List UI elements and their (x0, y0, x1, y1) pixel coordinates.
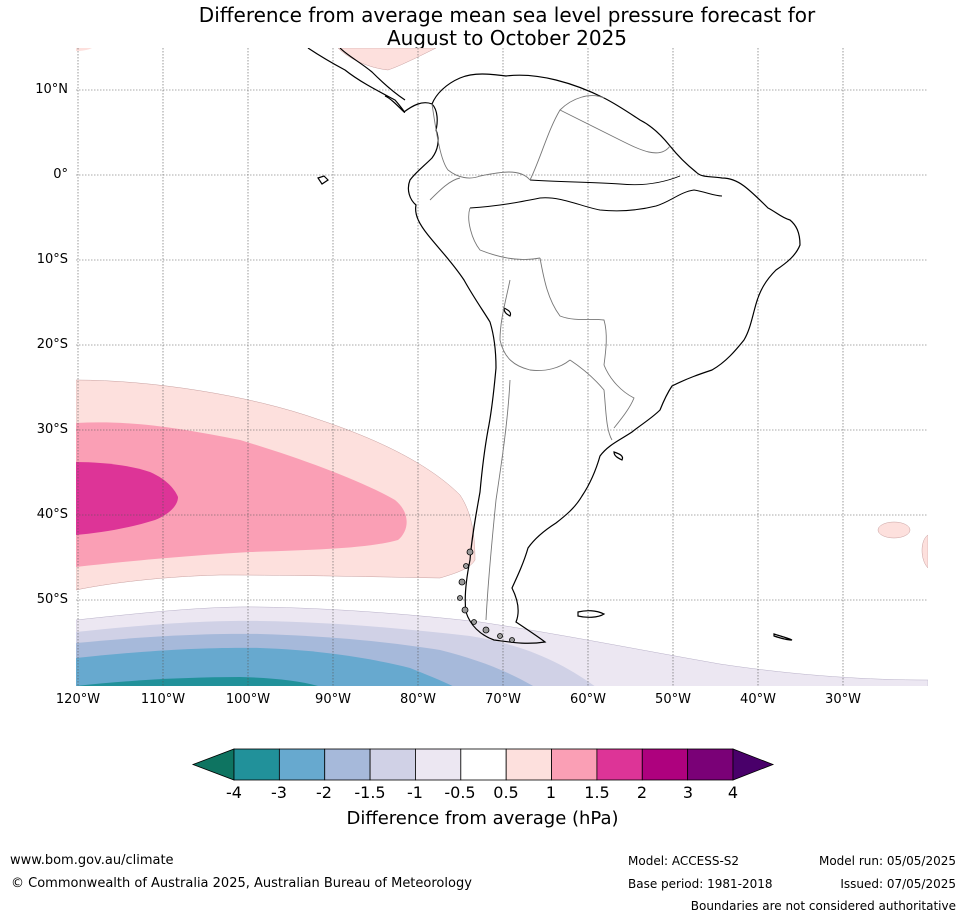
lon-label-100w: 100°W (225, 692, 271, 707)
lon-label-70w: 70°W (485, 692, 521, 707)
map-title: Difference from average mean sea level p… (0, 4, 965, 50)
lagoa-dos-patos (613, 451, 624, 461)
issued-text: Issued: 07/05/2025 (840, 877, 956, 891)
country-borders (429, 95, 671, 621)
colorbar-segment (596, 748, 643, 781)
lon-label-80w: 80°W (400, 692, 436, 707)
colorbar-tick: 4 (727, 783, 739, 802)
colorbar-tick: -1 (407, 783, 423, 802)
lon-label-60w: 60°W (570, 692, 606, 707)
colorbar-tick: 1 (545, 783, 557, 802)
lat-label-10s: 10°S (36, 252, 68, 267)
map-area (76, 48, 928, 686)
colorbar-segment (460, 748, 507, 781)
lake-titicaca (503, 307, 512, 317)
lon-label-110w: 110°W (140, 692, 186, 707)
colorbar-tick: 3 (682, 783, 694, 802)
colorbar-tick: 2 (636, 783, 648, 802)
galapagos (317, 175, 329, 185)
colorbar-segment (324, 748, 371, 781)
model-run-text: Model run: 05/05/2025 (818, 854, 956, 868)
colorbar (191, 748, 775, 781)
anomaly-plus-1p5 (76, 462, 178, 535)
colorbar-tick: -4 (226, 783, 242, 802)
lat-label-20s: 20°S (36, 337, 68, 352)
lat-label-40s: 40°S (36, 507, 68, 522)
colorbar-segment (505, 748, 552, 781)
title-line-2: August to October 2025 (386, 26, 628, 50)
colorbar-tick: 0.5 (493, 783, 519, 802)
south-georgia (773, 633, 793, 641)
anomaly-plus-0p5-caribbean (337, 48, 437, 71)
colorbar-tick: -3 (271, 783, 287, 802)
lat-label-50s: 50°S (36, 592, 68, 607)
copyright-text: © Commonwealth of Australia 2025, Austra… (11, 876, 472, 891)
falkland-islands (577, 610, 606, 618)
lon-label-90w: 90°W (315, 692, 351, 707)
colorbar-extend-high (732, 748, 775, 781)
map-frame (76, 48, 928, 686)
anomaly-plus-0p5-nw (76, 48, 92, 51)
chilean-fjords (457, 548, 515, 643)
colorbar-tick: -2 (316, 783, 332, 802)
colorbar-segment (687, 748, 734, 781)
orinoco-river (529, 175, 681, 186)
lon-label-30w: 30°W (825, 692, 861, 707)
colorbar-segment (551, 748, 598, 781)
base-period-text: Base period: 1981-2018 (628, 877, 773, 891)
coastlines (307, 48, 801, 644)
graticule (76, 48, 928, 686)
anomaly-plus-0p5-east-edge (921, 534, 928, 569)
anomaly-minus-2 (76, 647, 453, 686)
website-link[interactable]: www.bom.gov.au/climate (10, 853, 174, 868)
colorbar-segment (233, 748, 280, 781)
model-text: Model: ACCESS-S2 (628, 854, 740, 868)
amazon-river (469, 189, 723, 212)
anomaly-minus-3 (76, 677, 318, 686)
lon-label-120w: 120°W (55, 692, 101, 707)
colorbar-segment (415, 748, 462, 781)
lat-label-30s: 30°S (36, 422, 68, 437)
lon-label-50w: 50°W (655, 692, 691, 707)
lon-label-40w: 40°W (740, 692, 776, 707)
south-america-coast (403, 73, 801, 644)
colorbar-tick: 1.5 (584, 783, 610, 802)
colorbar-segment (641, 748, 689, 781)
central-america-coast (307, 48, 406, 113)
colorbar-tick: -0.5 (444, 783, 476, 802)
colorbar-extend-low (191, 748, 235, 781)
disclaimer-text: Boundaries are not considered authoritat… (690, 899, 956, 913)
title-line-1: Difference from average mean sea level p… (198, 3, 816, 27)
colorbar-tick: -1.5 (354, 783, 386, 802)
anomaly-plus-1 (76, 422, 407, 567)
anomaly-plus-0p5-atlantic (877, 521, 911, 539)
lat-label-10n: 10°N (35, 82, 68, 97)
colorbar-segment (278, 748, 326, 781)
lat-label-0: 0° (53, 167, 68, 182)
colorbar-label: Difference from average (hPa) (346, 808, 619, 829)
colorbar-segment (369, 748, 416, 781)
